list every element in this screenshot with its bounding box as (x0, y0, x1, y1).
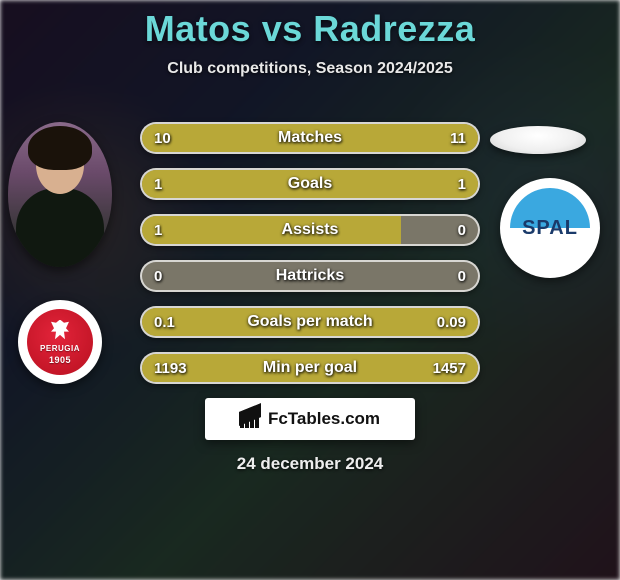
stats-list: 10Matches11 1Goals1 1Assists0 0Hattricks0 0.… (140, 122, 480, 384)
stat-row: 0Hattricks0 (140, 260, 480, 292)
griffin-icon (50, 320, 70, 342)
stat-row: 1Goals1 (140, 168, 480, 200)
player-photo-left (8, 122, 112, 267)
subtitle: Club competitions, Season 2024/2025 (0, 60, 620, 78)
stat-row: 1193Min per goal1457 (140, 352, 480, 384)
club-badge-perugia: PERUGIA 1905 (18, 300, 102, 384)
player-photo-right-placeholder (490, 126, 586, 154)
brand-bar[interactable]: FcTables.com (205, 398, 415, 440)
stat-row: 10Matches11 (140, 122, 480, 154)
stat-labels: 1193Min per goal1457 (142, 354, 478, 382)
badge-year: 1905 (49, 355, 71, 365)
date-label: 24 december 2024 (0, 454, 620, 474)
badge-label: PERUGIA (40, 344, 80, 353)
stat-labels: 10Matches11 (142, 124, 478, 152)
stat-labels: 0.1Goals per match0.09 (142, 308, 478, 336)
stat-labels: 1Goals1 (142, 170, 478, 198)
stat-row: 0.1Goals per match0.09 (140, 306, 480, 338)
brand-text: FcTables.com (268, 409, 380, 429)
stat-label: Matches (142, 129, 478, 147)
badge-label: SPAL (522, 217, 578, 240)
page-title: Matos vs Radrezza (0, 0, 620, 50)
stat-label: Hattricks (142, 267, 478, 285)
stat-label: Assists (142, 221, 478, 239)
club-badge-spal: SPAL (500, 178, 600, 278)
stat-labels: 0Hattricks0 (142, 262, 478, 290)
stat-label: Goals (142, 175, 478, 193)
stat-label: Min per goal (142, 359, 478, 377)
comparison-card: Matos vs Radrezza Club competitions, Sea… (0, 0, 620, 580)
stat-labels: 1Assists0 (142, 216, 478, 244)
stat-row: 1Assists0 (140, 214, 480, 246)
stat-label: Goals per match (142, 313, 478, 331)
brand-logo-icon (240, 410, 262, 428)
